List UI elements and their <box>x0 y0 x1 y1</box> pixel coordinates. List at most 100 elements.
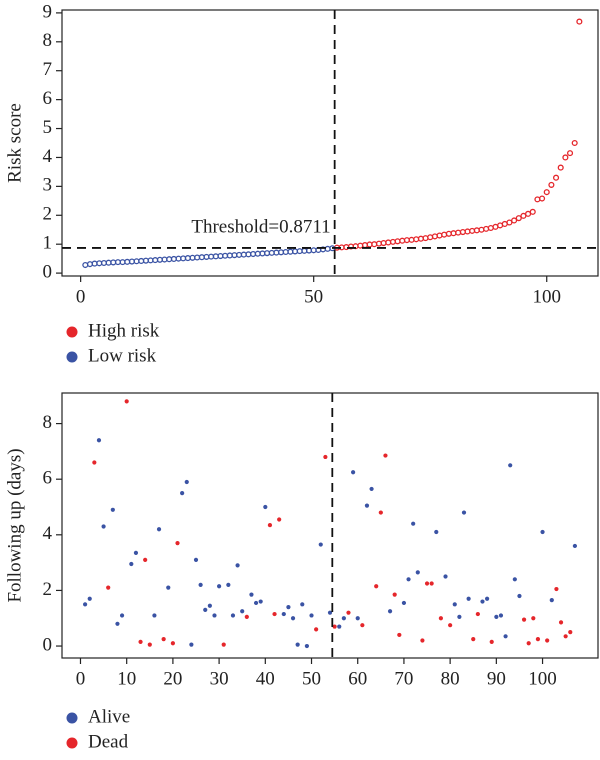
x-tick-label: 60 <box>348 668 367 689</box>
y-tick-label: 6 <box>43 88 53 109</box>
point <box>309 613 314 618</box>
point <box>115 621 120 626</box>
point <box>517 593 522 599</box>
plot-frame <box>61 392 599 659</box>
y-tick-label: 5 <box>43 117 53 138</box>
point <box>383 453 388 458</box>
point <box>290 616 296 621</box>
point <box>253 600 259 606</box>
point <box>531 616 536 621</box>
point <box>189 642 194 647</box>
x-tick-label: 0 <box>76 286 86 307</box>
x-tick-label: 10 <box>117 668 136 689</box>
point <box>369 486 374 492</box>
point <box>571 139 578 147</box>
legend-label: High risk <box>88 320 160 341</box>
point <box>466 596 471 601</box>
point <box>429 581 434 586</box>
point <box>512 577 517 582</box>
point <box>152 613 157 618</box>
legend-label: Dead <box>88 731 129 752</box>
y-tick-label: 2 <box>43 579 53 600</box>
point <box>563 634 568 639</box>
point <box>249 592 254 597</box>
point <box>397 632 402 638</box>
x-tick-label: 50 <box>304 286 323 307</box>
point <box>576 18 583 25</box>
point <box>572 543 577 549</box>
point <box>549 598 554 603</box>
point <box>434 529 439 535</box>
point <box>427 234 434 241</box>
point <box>346 610 351 615</box>
x-tick-label: 100 <box>532 286 561 307</box>
point <box>387 609 393 614</box>
point <box>568 630 573 635</box>
point <box>406 577 411 582</box>
point <box>457 614 462 619</box>
point <box>452 602 457 607</box>
y-tick-label: 1 <box>43 233 53 254</box>
point <box>539 195 546 202</box>
point <box>258 599 263 604</box>
legend-label: Low risk <box>88 345 157 366</box>
point <box>441 231 448 238</box>
y-axis-label: Risk score <box>4 103 25 183</box>
x-tick-label: 70 <box>394 668 413 689</box>
point <box>133 550 139 555</box>
point <box>314 627 319 632</box>
point <box>87 596 92 601</box>
x-tick-label: 40 <box>256 668 275 689</box>
point <box>318 542 323 547</box>
point <box>156 527 162 532</box>
x-tick-label: 80 <box>441 668 460 689</box>
point <box>96 438 102 443</box>
point <box>448 623 453 628</box>
x-tick-label: 0 <box>76 668 86 689</box>
point <box>540 529 545 535</box>
point <box>170 641 175 646</box>
y-tick-label: 2 <box>43 204 53 225</box>
point <box>374 584 379 589</box>
point <box>424 581 430 586</box>
point <box>147 642 152 647</box>
threshold-label: Threshold=0.8711 <box>191 216 330 237</box>
point <box>203 607 208 612</box>
y-tick-label: 7 <box>43 59 53 80</box>
y-tick-label: 4 <box>43 146 53 167</box>
point <box>503 634 508 639</box>
point <box>272 611 277 617</box>
point <box>378 510 383 515</box>
point <box>92 460 97 465</box>
point <box>438 616 443 621</box>
point <box>263 504 268 510</box>
point <box>235 563 240 568</box>
point <box>436 232 443 239</box>
y-tick-label: 6 <box>43 468 53 489</box>
y-tick-label: 3 <box>43 175 53 196</box>
point <box>166 585 171 590</box>
point <box>327 610 333 615</box>
point <box>521 617 527 622</box>
point <box>143 557 148 562</box>
point <box>300 602 305 607</box>
point <box>535 636 541 642</box>
x-tick-label: 90 <box>487 668 506 689</box>
point <box>267 522 273 528</box>
point <box>355 616 360 621</box>
x-tick-label: 50 <box>302 668 321 689</box>
point <box>244 614 249 619</box>
point <box>566 150 574 157</box>
point <box>534 196 541 203</box>
y-tick-label: 9 <box>43 1 53 22</box>
point <box>548 181 555 188</box>
y-tick-label: 8 <box>43 30 53 51</box>
point <box>351 470 356 475</box>
point <box>480 599 485 604</box>
y-tick-label: 0 <box>43 261 53 282</box>
point <box>562 154 569 161</box>
point <box>221 642 226 647</box>
point <box>489 639 494 644</box>
point <box>431 233 438 240</box>
